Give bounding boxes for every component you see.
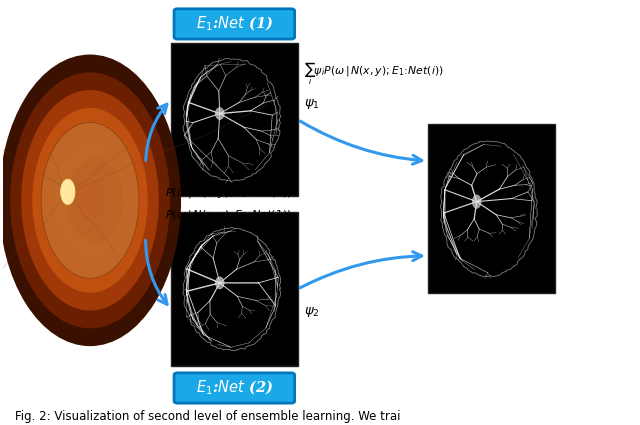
Ellipse shape [215, 277, 224, 289]
Ellipse shape [0, 54, 181, 346]
Text: $P(\omega\,|\,N(x,y);E_1\!:\!\mathit{Net}(1))$: $P(\omega\,|\,N(x,y);E_1\!:\!\mathit{Net… [164, 208, 292, 222]
Text: Fig. 2: Visualization of second level of ensemble learning. We trai: Fig. 2: Visualization of second level of… [15, 410, 401, 423]
Ellipse shape [41, 122, 139, 278]
Text: $E_1$:$Net$ (1): $E_1$:$Net$ (1) [196, 15, 273, 33]
Text: $\psi_2$: $\psi_2$ [304, 305, 320, 319]
Bar [171, 212, 298, 366]
Ellipse shape [65, 161, 115, 239]
Ellipse shape [215, 108, 224, 120]
Ellipse shape [32, 108, 148, 293]
Ellipse shape [54, 143, 125, 257]
Text: $\psi_1$: $\psi_1$ [304, 97, 320, 111]
Ellipse shape [77, 179, 103, 222]
Bar [171, 43, 298, 196]
Text: $P(\omega\,|\,N(x,y);E_1\!:\!\mathit{Net}(2))$: $P(\omega\,|\,N(x,y);E_1\!:\!\mathit{Net… [164, 186, 292, 200]
Ellipse shape [61, 179, 75, 204]
FancyBboxPatch shape [174, 9, 294, 39]
Bar [35, 116, 145, 285]
Ellipse shape [472, 195, 481, 208]
Ellipse shape [44, 126, 137, 275]
Ellipse shape [21, 90, 159, 311]
Ellipse shape [68, 158, 124, 243]
Ellipse shape [10, 72, 170, 329]
Text: $E_1$:$Net$ (2): $E_1$:$Net$ (2) [196, 379, 273, 397]
Text: $\sum_i\psi_i P(\omega\,|\,N(x,y);E_1\!:\!\mathit{Net}(i))$: $\sum_i\psi_i P(\omega\,|\,N(x,y);E_1\!:… [304, 60, 444, 87]
FancyBboxPatch shape [174, 373, 294, 403]
Bar [428, 124, 555, 293]
